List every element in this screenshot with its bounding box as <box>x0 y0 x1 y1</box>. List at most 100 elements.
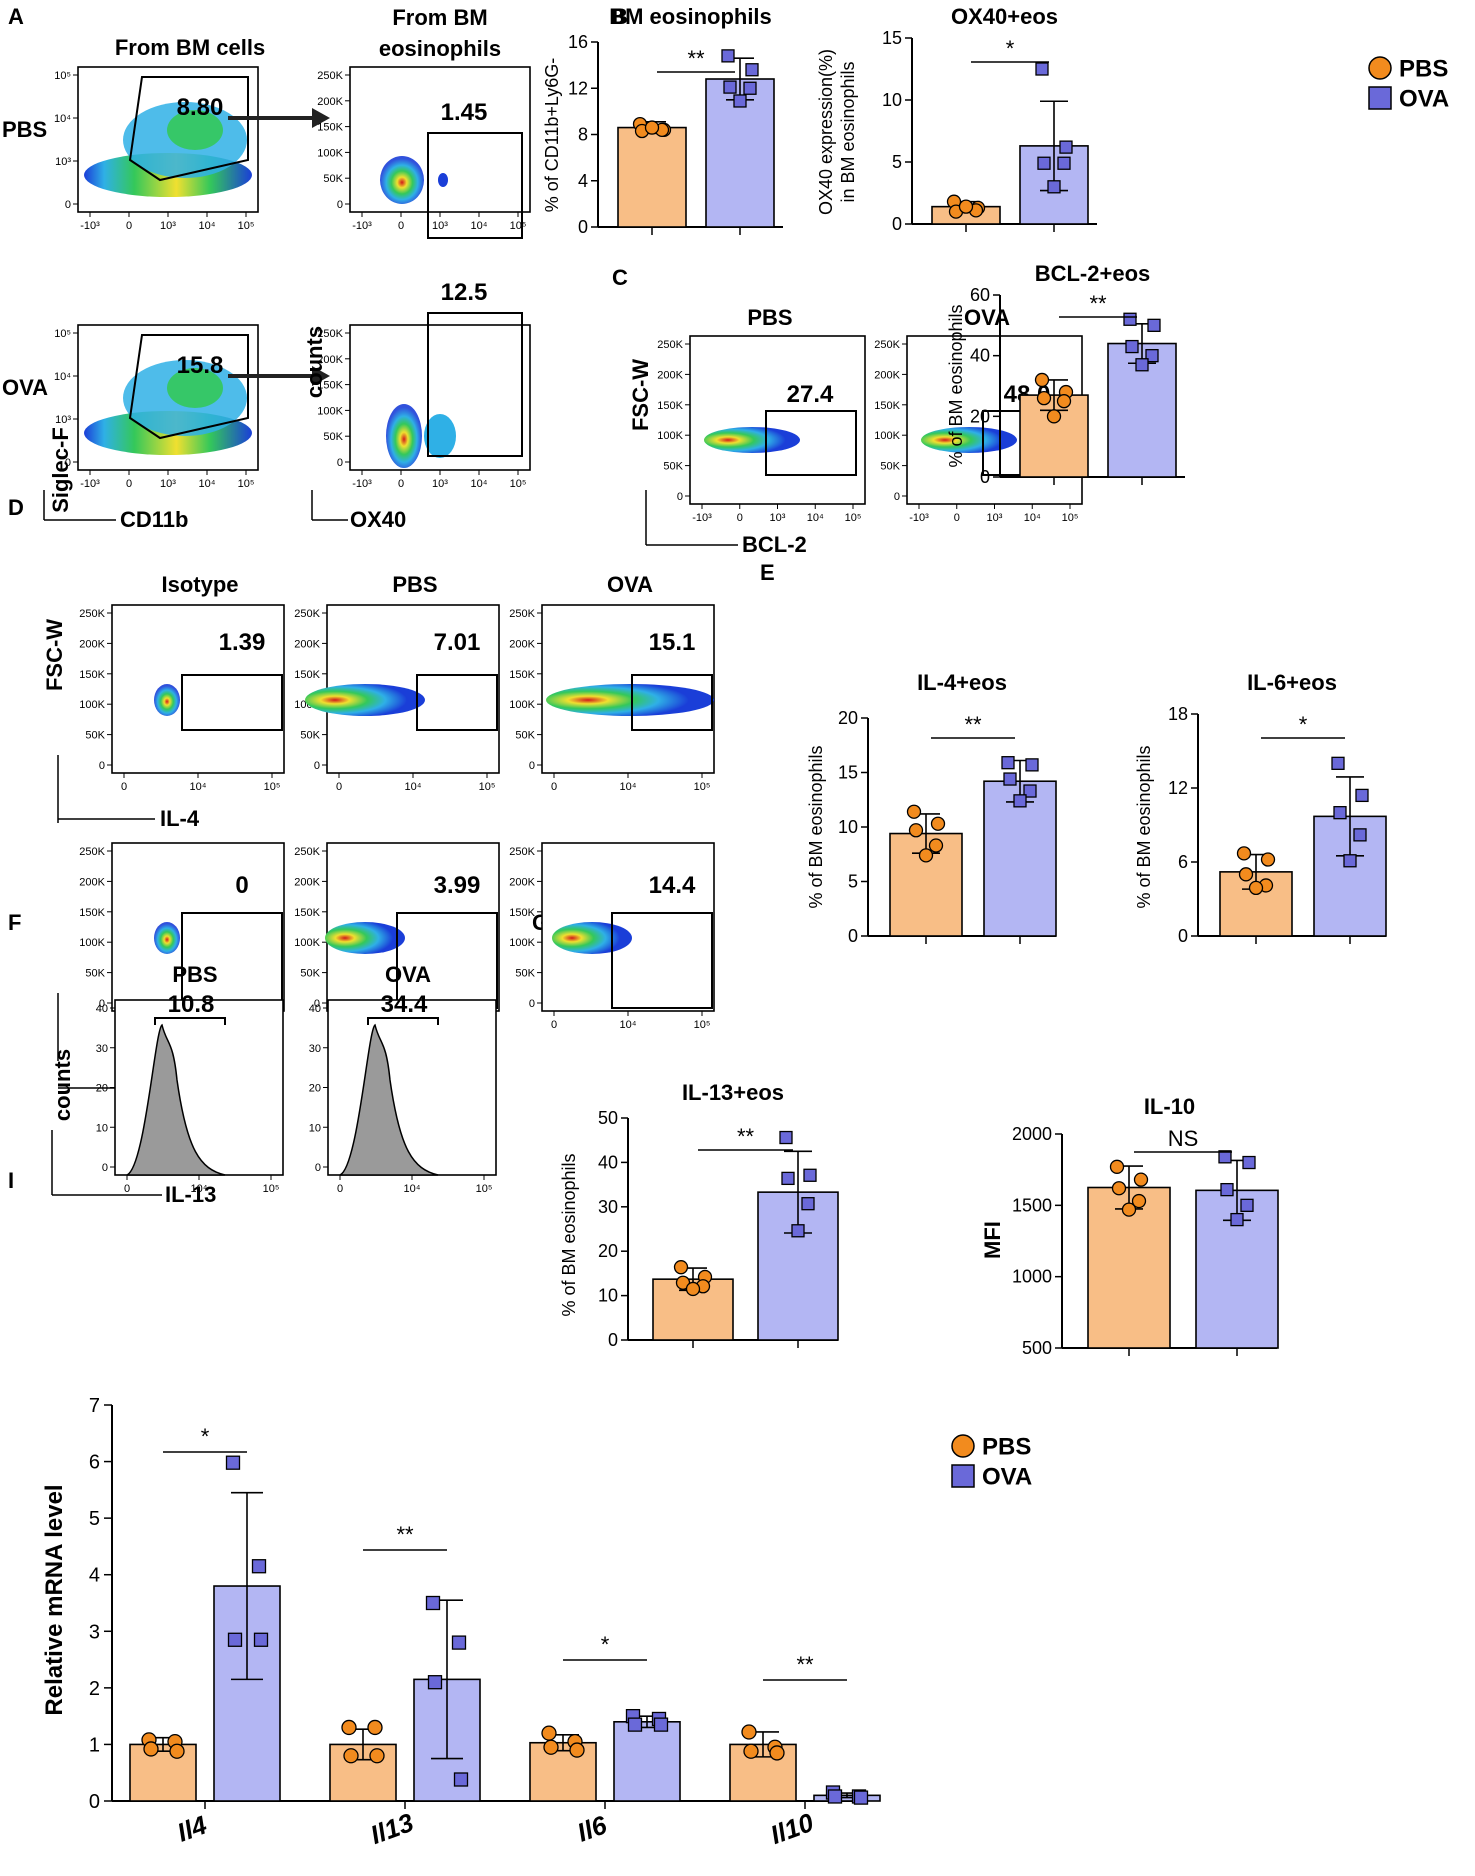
chart-B1-point-ova <box>745 63 759 77</box>
chart-E2-point-ova <box>1355 788 1369 803</box>
chart-B2-point-ova <box>1047 180 1061 194</box>
panel-d-flowplot-ytick-label: 0 <box>314 998 320 1010</box>
chart-I-point-ova <box>853 1790 869 1805</box>
chart-E2-title: IL-6+eos <box>1247 670 1337 695</box>
panel-f-histogram-xtick-label: 10⁵ <box>263 1183 280 1195</box>
panel-d-gate-value: 15.1 <box>649 629 696 656</box>
chart-B1-ytick-label: 4 <box>578 171 588 191</box>
panel-a-dotplot-ytick-label: 10⁵ <box>54 328 71 340</box>
chart-I-point-pbs <box>769 1745 785 1761</box>
chart-H-sig-label: NS <box>1168 1126 1199 1151</box>
panel-label-I: I <box>8 1168 14 1193</box>
panel-a-ox40-population <box>380 156 424 204</box>
panel-a-dotplot-ytick-label: 0 <box>65 199 71 211</box>
panel-d-isotype-pop <box>154 684 180 716</box>
panel-f-gate-bracket <box>367 1017 439 1025</box>
panel-a-ox40plot-ytick-label: 100K <box>317 147 343 159</box>
panel-a-ox40-population <box>386 404 422 468</box>
chart-C-point-pbs <box>1046 409 1062 424</box>
chart-B1-ytick-label: 16 <box>568 32 588 52</box>
panel-f-histogram-xtick-label: 10⁴ <box>191 1183 208 1195</box>
panel-f-histogram-xtick-label: 10⁵ <box>476 1183 493 1195</box>
chart-B2-point-ova <box>1035 62 1049 76</box>
panel-label-B: B <box>612 4 628 29</box>
panel-a-ox40plot-ytick-label: 200K <box>317 354 343 366</box>
chart-B2-sig-label: * <box>1006 36 1015 61</box>
chart-E1-point-ova <box>1003 772 1017 786</box>
chart-B1-ytick-label: 12 <box>568 78 588 98</box>
panel-f-histogram-ytick-label: 10 <box>96 1122 108 1134</box>
legend-ova-label: OVA <box>1399 86 1449 113</box>
panel-d-flowplot-xtick-label: 0 <box>121 781 127 793</box>
panel-a-ox40plot-frame <box>349 66 531 213</box>
panel-d-flowplot-ytick-label: 100K <box>79 699 105 711</box>
panel-d-isotype-pop <box>154 922 180 954</box>
chart-B2-ytick-label: 15 <box>882 28 902 48</box>
chart-E1-ytick-label: 15 <box>838 763 858 783</box>
chart-I-sig-label: * <box>601 1632 610 1657</box>
chart-I-point-pbs <box>169 1743 185 1759</box>
legend-pbs-label: PBS <box>1399 56 1448 83</box>
panel-c-flowplot-xtick-label: 10⁴ <box>807 512 824 524</box>
panel-a-ox40plot-ytick-label: 0 <box>337 457 343 469</box>
panel-d-flowplot-frame <box>111 842 285 1012</box>
panel-f-histogram-ytick-label: 0 <box>315 1162 321 1174</box>
panel-a-ox40plot-xtick-label: 10⁵ <box>510 478 527 490</box>
chart-E1-ytick-label: 5 <box>848 872 858 892</box>
chart-E1-point-pbs <box>918 848 934 863</box>
panel-a-col2-title-l1: From BM <box>392 5 487 30</box>
chart-I-ytick-label: 6 <box>89 1452 100 1474</box>
panel-a-ox40plot-ytick-label: 100K <box>317 405 343 417</box>
chart-E2-ytick-label: 0 <box>1178 926 1188 946</box>
chart-E1-point-pbs <box>908 823 924 838</box>
panel-a-ox40plot-xtick-label: 0 <box>398 478 404 490</box>
chart-E1-point-pbs <box>906 804 922 819</box>
panel-a-ox40plot-ytick-label: 50K <box>323 431 343 443</box>
chart-E2-point-pbs <box>1238 867 1254 882</box>
chart-G-point-ova <box>801 1197 815 1211</box>
panel-d-flowplot-ytick-label: 100K <box>79 937 105 949</box>
panel-a-gate2-value: 12.5 <box>441 279 488 306</box>
panel-d-gate <box>181 674 283 731</box>
panel-f-title: OVA <box>385 962 431 987</box>
panel-c-flowplot-ytick-label: 150K <box>874 400 900 412</box>
chart-E2-point-ova <box>1343 854 1357 868</box>
chart-H-point-ova <box>1230 1212 1244 1227</box>
panel-c-flowplot-ytick-label: 0 <box>894 491 900 503</box>
panel-d-flowplot-xtick-label: 10⁴ <box>620 781 637 793</box>
panel-a-ox40plot-ytick-label: 200K <box>317 96 343 108</box>
legend-pbs-label: PBS <box>982 1434 1031 1461</box>
panel-d-flowplot-ytick-label: 150K <box>79 907 105 919</box>
panel-c-flowplot-ytick-label: 100K <box>874 430 900 442</box>
chart-B1-bar-pbs <box>617 126 687 228</box>
chart-I-point-pbs <box>543 1739 559 1755</box>
panel-f-histogram-ytick-label: 40 <box>309 1003 321 1015</box>
panel-a-dotplot-xtick-label: 10³ <box>160 478 176 490</box>
chart-G-point-ova <box>779 1130 793 1145</box>
panel-d-flowplot-xtick-label: 10⁵ <box>479 781 496 793</box>
panel-a-dotplot-xtick-label: -10³ <box>80 220 100 232</box>
chart-E1-ytick-label: 20 <box>838 708 858 728</box>
panel-c-flowplot-ytick-label: 200K <box>657 369 683 381</box>
chart-I-point-pbs <box>541 1725 557 1741</box>
chart-E1-point-pbs <box>930 816 946 831</box>
chart-G-ylabel: % of BM eosinophils <box>559 1153 579 1316</box>
chart-B2-point-ova <box>1037 156 1051 170</box>
panel-a-ox40-small-pop <box>438 173 448 187</box>
chart-B2-point-pbs <box>958 199 974 214</box>
panel-f-histogram-curve <box>126 1023 226 1176</box>
panel-d-population <box>305 684 425 716</box>
panel-d-wide-pop <box>546 684 714 716</box>
chart-I-ylabel: Relative mRNA level <box>41 1484 68 1715</box>
chart-I-category-label: Il6 <box>573 1809 611 1847</box>
chart-G-ytick-label: 30 <box>598 1197 618 1217</box>
panel-d-flowplot-ytick-label: 200K <box>79 638 105 650</box>
panel-f-gate-value: 34.4 <box>381 991 428 1018</box>
chart-E2-ytick-label: 12 <box>1168 778 1188 798</box>
chart-I-point-ova <box>653 1717 669 1732</box>
chart-C-point-ova <box>1123 312 1137 326</box>
chart-H-ytick-label: 2000 <box>1012 1124 1052 1144</box>
chart-B1-ylabel: % of CD11b+Ly6G- <box>542 58 562 213</box>
chart-C-point-ova <box>1147 318 1161 332</box>
